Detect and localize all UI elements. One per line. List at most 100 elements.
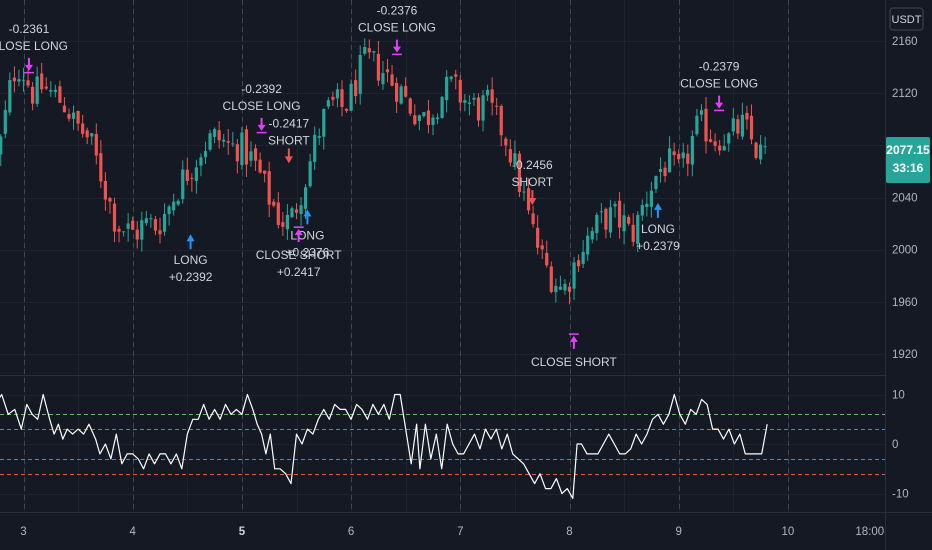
- annotation-label: CLOSE LONG: [0, 39, 68, 53]
- annotation-label: -0.2376: [377, 4, 418, 18]
- candle-body: [718, 145, 722, 151]
- candle-body: [363, 46, 367, 54]
- candle-body: [713, 141, 717, 146]
- annotation-label: -0.2379: [699, 60, 740, 74]
- candle-body: [67, 114, 71, 119]
- candle-body: [172, 201, 176, 211]
- candle-body: [736, 119, 740, 134]
- candle-body: [344, 108, 349, 111]
- candle-body: [431, 117, 435, 125]
- candle-body: [695, 115, 699, 135]
- currency-label: USDT: [892, 14, 922, 26]
- candle-body: [326, 100, 330, 107]
- candle-body: [449, 76, 453, 80]
- candle-body: [631, 224, 635, 242]
- trade-annotation: -0.2392 CLOSE LONG: [223, 82, 301, 134]
- oscillator-pane[interactable]: [0, 393, 768, 499]
- candle-body: [549, 266, 553, 292]
- candle-body: [367, 48, 371, 53]
- candle-body: [577, 260, 581, 267]
- candle-body: [153, 219, 158, 231]
- annotation-label: -0.2392: [241, 82, 282, 96]
- candle-body: [699, 110, 704, 115]
- candle-body: [112, 203, 117, 232]
- candle-body: [586, 235, 590, 255]
- candle-body: [749, 115, 754, 140]
- candle-body: [486, 89, 490, 96]
- candle-body: [226, 141, 230, 143]
- candle-body: [385, 69, 390, 73]
- candle-body: [490, 89, 494, 103]
- time-tick-label: 9: [675, 526, 681, 538]
- candle-body: [144, 218, 148, 224]
- candle-body: [8, 79, 12, 113]
- candle-body: [317, 136, 321, 138]
- candle-body: [122, 231, 126, 233]
- candle-body: [522, 191, 526, 193]
- candle-body: [340, 89, 344, 107]
- candle-body: [704, 108, 708, 142]
- close-marker-icon: [568, 333, 579, 349]
- time-tick-label: 4: [129, 526, 136, 538]
- candle-body: [531, 213, 535, 225]
- candle-body: [545, 252, 549, 266]
- currency-button[interactable]: USDT: [889, 7, 924, 31]
- price-tick-label: 2000: [892, 245, 918, 257]
- candle-body: [349, 83, 353, 111]
- candle-body: [454, 74, 458, 77]
- annotation-label: +0.2379: [636, 239, 680, 253]
- candlestick-series[interactable]: [0, 38, 767, 305]
- price-axis[interactable]: 2160212020802040200019601920: [892, 36, 918, 361]
- candle-body: [636, 214, 640, 244]
- time-tick-label: 5: [239, 526, 246, 538]
- candle-body: [103, 180, 107, 200]
- candle-body: [176, 200, 180, 205]
- candle-body: [167, 206, 171, 215]
- trade-annotation: -0.2417 SHORT: [268, 116, 310, 164]
- candle-body: [708, 139, 713, 142]
- trade-annotation: -0.2376 CLOSE LONG: [358, 4, 436, 56]
- annotation-label: CLOSE LONG: [358, 21, 436, 35]
- candle-body: [663, 167, 667, 176]
- oscillator-axis[interactable]: 10 0 -10: [892, 390, 909, 501]
- candle-body: [76, 110, 80, 124]
- candle-body: [203, 151, 208, 158]
- trade-annotation: CLOSE SHORT +0.2417: [256, 226, 342, 279]
- candle-body: [26, 80, 30, 86]
- trade-annotation: CLOSE SHORT: [531, 333, 617, 369]
- candle-body: [645, 203, 649, 208]
- candle-body: [617, 200, 622, 228]
- candle-body: [604, 208, 608, 230]
- time-axis[interactable]: 3 4 5 6 7 8 9 10 18:00: [20, 526, 884, 538]
- candle-body: [567, 286, 572, 292]
- candle-body: [35, 76, 39, 104]
- day-separators: [24, 0, 789, 512]
- annotation-label: CLOSE LONG: [680, 77, 758, 91]
- close-marker-icon: [391, 39, 402, 56]
- candle-body: [404, 85, 408, 97]
- candle-body: [722, 146, 726, 151]
- candle-body: [681, 152, 685, 159]
- price-tick-label: 2040: [892, 193, 918, 205]
- candle-body: [517, 153, 522, 192]
- candle-body: [231, 143, 235, 145]
- candle-body: [58, 86, 62, 103]
- candle-body: [440, 96, 444, 119]
- candle-body: [608, 207, 613, 233]
- candle-body: [322, 108, 326, 137]
- annotation-label: LONG: [290, 228, 324, 242]
- candle-body: [513, 153, 517, 165]
- bar-countdown: 33:16: [893, 161, 924, 175]
- candle-body: [285, 214, 289, 230]
- candle-body: [108, 198, 112, 202]
- candle-body: [71, 112, 76, 119]
- annotation-label: SHORT: [268, 133, 310, 147]
- candle-body: [31, 86, 35, 104]
- candle-body: [222, 139, 226, 142]
- trade-annotation: -0.2456 SHORT: [511, 158, 554, 206]
- candle-body: [117, 228, 121, 232]
- candle-body: [267, 171, 271, 205]
- candle-body: [481, 95, 485, 121]
- candle-body: [668, 148, 672, 173]
